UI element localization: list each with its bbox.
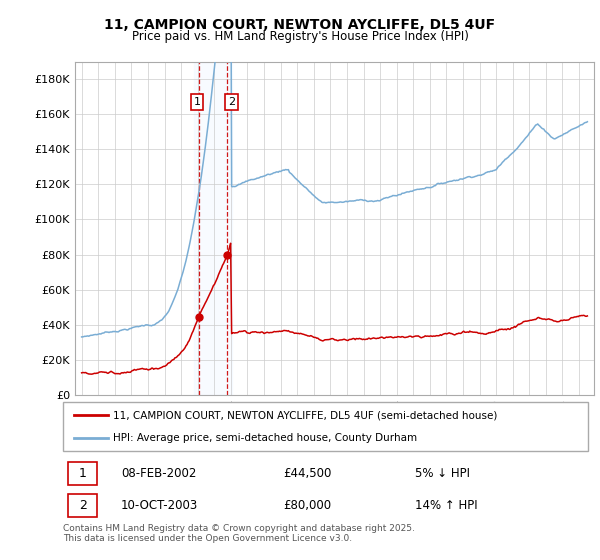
Text: 1: 1 [79, 466, 86, 480]
Text: 11, CAMPION COURT, NEWTON AYCLIFFE, DL5 4UF: 11, CAMPION COURT, NEWTON AYCLIFFE, DL5 … [104, 18, 496, 32]
Bar [68, 494, 97, 517]
Bar [194, 62, 232, 395]
Text: 5% ↓ HPI: 5% ↓ HPI [415, 466, 470, 480]
Bar [68, 461, 97, 485]
Text: Price paid vs. HM Land Registry's House Price Index (HPI): Price paid vs. HM Land Registry's House … [131, 30, 469, 43]
Text: 08-FEB-2002: 08-FEB-2002 [121, 466, 196, 480]
Text: 1: 1 [193, 97, 200, 107]
Text: 10-OCT-2003: 10-OCT-2003 [121, 499, 198, 512]
Text: 14% ↑ HPI: 14% ↑ HPI [415, 499, 478, 512]
Text: HPI: Average price, semi-detached house, County Durham: HPI: Average price, semi-detached house,… [113, 433, 417, 444]
Text: 2: 2 [228, 97, 235, 107]
Text: £80,000: £80,000 [284, 499, 332, 512]
Text: 11, CAMPION COURT, NEWTON AYCLIFFE, DL5 4UF (semi-detached house): 11, CAMPION COURT, NEWTON AYCLIFFE, DL5 … [113, 410, 497, 421]
Text: 2: 2 [79, 499, 86, 512]
Text: £44,500: £44,500 [284, 466, 332, 480]
Text: Contains HM Land Registry data © Crown copyright and database right 2025.
This d: Contains HM Land Registry data © Crown c… [63, 524, 415, 543]
